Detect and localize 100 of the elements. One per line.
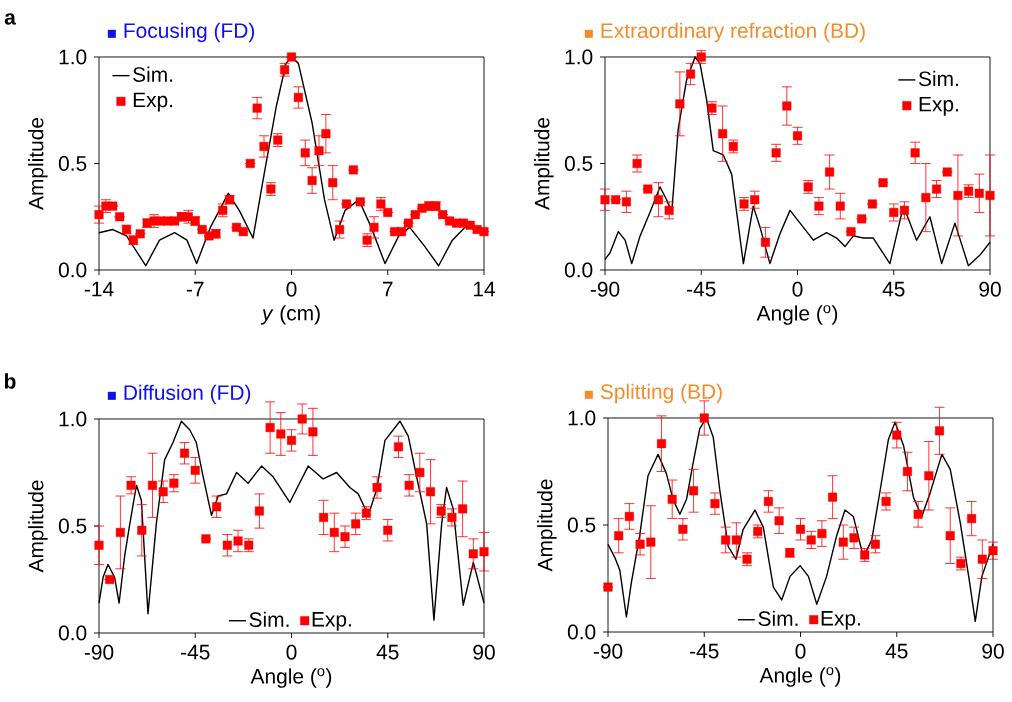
text: a: [4, 13, 16, 25]
chart-title: Splitting (BD): [600, 383, 722, 404]
point: [924, 471, 934, 481]
x-tick-label: 0: [792, 281, 803, 297]
point: [169, 478, 179, 488]
point: [468, 549, 478, 559]
y-tick-label: 0.5: [58, 518, 87, 534]
point: [953, 190, 963, 200]
x-tick-label: 90: [473, 644, 495, 660]
point: [611, 195, 621, 205]
point: [870, 539, 880, 549]
x-tick-label: 45: [885, 643, 908, 659]
y-tick-label: 0.5: [58, 156, 87, 171]
point: [180, 448, 190, 458]
point: [814, 201, 824, 211]
y-axis-title: Amplitude: [28, 117, 48, 210]
point: [902, 467, 912, 476]
point: [287, 435, 296, 445]
point: [265, 423, 275, 433]
point: [942, 167, 952, 177]
point: [300, 148, 310, 158]
point: [835, 201, 845, 211]
point: [974, 188, 984, 198]
point: [977, 554, 987, 564]
point: [678, 524, 688, 534]
x-tick-label: 14: [473, 281, 496, 297]
point: [635, 539, 645, 549]
point: [828, 492, 838, 502]
legend-label: Sim.: [249, 611, 289, 628]
point: [935, 426, 945, 436]
point: [857, 214, 867, 224]
point: [603, 582, 613, 592]
point: [867, 199, 877, 209]
point: [115, 527, 125, 537]
point: [458, 504, 468, 514]
point: [932, 184, 942, 194]
legend-label: Exp.: [821, 611, 860, 630]
legend-label: Exp.: [312, 612, 351, 631]
point: [796, 524, 806, 534]
point: [825, 167, 835, 177]
point: [233, 536, 243, 546]
point: [699, 413, 709, 423]
x-tick-label: -14: [84, 281, 114, 297]
x-axis-title: y (cm): [260, 305, 320, 325]
point: [252, 103, 262, 113]
point: [718, 129, 728, 139]
point: [147, 480, 157, 490]
point: [921, 193, 931, 203]
point: [321, 129, 331, 139]
x-tick-label: -45: [690, 643, 719, 659]
x-tick-label: -45: [181, 644, 210, 660]
point: [135, 229, 145, 239]
point: [369, 222, 379, 232]
y-tick-label: 1.0: [59, 49, 87, 65]
point: [287, 52, 296, 62]
point: [158, 487, 168, 497]
point: [342, 199, 351, 209]
point: [881, 496, 891, 506]
point: [710, 499, 720, 509]
point: [689, 486, 699, 496]
point: [308, 427, 318, 437]
point: [878, 178, 888, 188]
point: [314, 146, 324, 156]
point: [653, 195, 663, 205]
point: [656, 439, 666, 449]
point: [624, 511, 634, 521]
point: [276, 429, 286, 439]
legend-label: Exp.: [133, 92, 173, 112]
point: [849, 533, 859, 543]
x-tick-label: 0: [286, 644, 297, 660]
point: [945, 531, 955, 541]
point: [664, 205, 674, 215]
point: [137, 525, 147, 535]
point: [889, 207, 899, 217]
y-tick-label: 0.0: [567, 624, 596, 640]
text: b: [4, 373, 16, 389]
point: [94, 540, 104, 550]
x-tick-label: 0: [286, 281, 297, 297]
point: [340, 532, 350, 542]
point: [259, 141, 269, 151]
point: [760, 237, 770, 247]
x-tick-label: -90: [590, 281, 620, 297]
chart-title: Extraordinary refraction (BD): [601, 22, 865, 43]
point: [667, 494, 677, 504]
point: [771, 148, 781, 158]
point: [985, 190, 995, 200]
point: [329, 527, 339, 537]
point: [383, 207, 393, 217]
x-tick-label: 7: [383, 281, 393, 297]
x-axis-title: Angle ($^{o}$): [759, 667, 841, 687]
y-axis-title: Amplitude: [534, 117, 554, 210]
point: [913, 509, 923, 519]
point: [479, 227, 489, 237]
point: [94, 210, 104, 220]
point: [686, 69, 696, 79]
y-tick-label: 0.0: [58, 262, 87, 278]
point: [307, 176, 317, 186]
point: [404, 480, 414, 490]
point: [238, 227, 248, 237]
point: [838, 537, 848, 547]
